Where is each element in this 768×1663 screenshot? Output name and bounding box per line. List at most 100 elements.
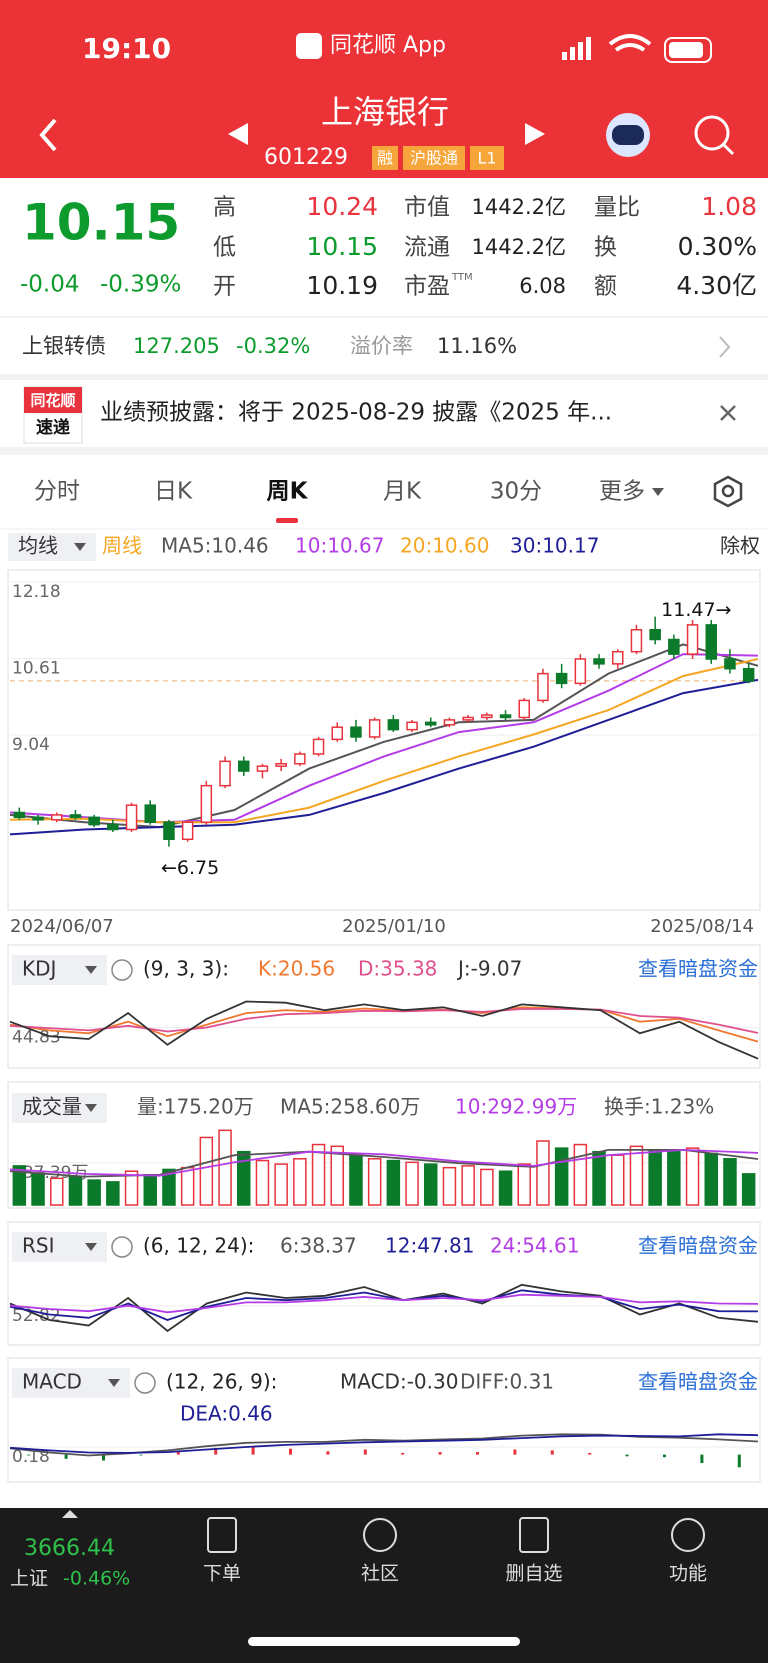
indicator-value: 换手:1.23% [604,1095,714,1119]
field-label: 市盈 [404,274,450,300]
candle-body [13,811,26,819]
indicator-value: DEA:0.46 [180,1402,273,1426]
back[interactable] [39,118,57,152]
indicator-value: 量:175.20万 [137,1095,254,1119]
nav-icon [671,1518,705,1552]
volume-bar [367,1158,382,1206]
gap [0,374,768,380]
badge-text: L1 [477,149,496,168]
nav-label[interactable]: 功能 [669,1563,707,1585]
app-icon [296,33,322,59]
help[interactable] [134,1372,156,1394]
field-label: 量比 [594,195,640,221]
link[interactable]: 查看暗盘资金 [638,957,758,981]
candle-body [443,719,456,726]
settings-dot [721,484,735,498]
field-sup: TTM [451,272,473,283]
close[interactable] [720,405,736,421]
annotation: ←6.75 [161,857,219,879]
ma20: 20:10.60 [400,534,489,558]
tab[interactable]: 30分 [490,479,542,505]
volume-bar [648,1149,662,1206]
premium-label: 溢价率 [350,334,413,358]
news-text[interactable]: 业绩预披露：将于 2025-08-29 披露《2025 年... [100,400,612,426]
indicator-line [9,1148,759,1177]
index-value[interactable]: 3666.44 [24,1536,115,1561]
candle-body [163,821,175,841]
change-pct: -0.39% [100,272,181,298]
indicator-line [9,1000,759,1060]
chevron[interactable] [719,336,731,358]
indicator-line [9,658,759,824]
tab[interactable]: 分时 [34,479,80,505]
index-name: 上证 [10,1568,48,1590]
change: -0.04 [20,272,80,298]
tab[interactable]: 周K [267,479,309,505]
volume-bar [237,1150,251,1206]
indicator-value: J:-9.07 [456,957,522,981]
field-value: 10.24 [306,192,378,221]
help[interactable] [111,959,133,981]
prev-stock[interactable] [228,123,248,145]
candle-body [574,658,587,685]
volume-bar [199,1136,214,1206]
badge [403,146,465,170]
tab[interactable]: 更多 [599,479,645,505]
settings[interactable] [713,475,743,508]
bond-change: -0.32% [236,334,310,358]
news-logo-top [24,387,82,413]
panel-frame [7,944,761,1069]
help[interactable] [111,1236,133,1258]
tab[interactable]: 月K [383,479,422,505]
candle-body [649,629,661,641]
indicator-value: 10:292.99万 [455,1095,577,1119]
field-label: 开 [213,274,236,300]
tabs: 分时 日K 周K 月K 30分 更多 [34,479,664,505]
params: (6, 12, 24): [143,1234,254,1258]
nav-icon [363,1518,397,1552]
next-stock[interactable] [525,123,545,145]
indicator-select[interactable] [12,1368,130,1398]
ma30: 30:10.17 [510,534,599,558]
volume-bar [12,1165,27,1206]
nav-icon [207,1517,237,1553]
candle-body [425,721,437,726]
volume-bar [554,1147,569,1206]
link[interactable]: 查看暗盘资金 [638,1370,758,1394]
volume-bar [31,1172,45,1206]
adjust[interactable]: 除权 [720,534,760,558]
link[interactable]: 查看暗盘资金 [638,1234,758,1258]
indicator-name: 成交量 [22,1095,82,1119]
volume-bar [685,1147,700,1206]
indicator-value: 12:47.81 [385,1234,474,1258]
volume-bar [667,1150,681,1206]
volume-bar [611,1154,625,1206]
y-tick-label: 9.04 [12,735,50,755]
caret [85,1104,97,1112]
field-value: 10.15 [306,232,378,261]
field-label: 额 [594,274,617,300]
caret [85,966,97,974]
robot-face [612,125,644,145]
volume-bar [124,1170,139,1206]
candle-body [406,721,418,731]
candle-body [499,714,512,719]
candle-body [612,650,624,665]
candle-body [555,672,568,685]
candle-body [32,816,44,821]
stock-name: 上海银行 [321,93,449,131]
y-tick-label: 12.18 [12,582,61,602]
volume-bar [143,1174,157,1206]
search[interactable] [694,115,730,151]
nav-label[interactable]: 社区 [361,1563,399,1585]
field-label: 低 [213,235,236,261]
annotation: 11.47→ [661,599,731,621]
candle-body [668,638,680,655]
volume-bar [330,1145,344,1206]
search-handle [722,143,735,156]
tab[interactable]: 日K [154,479,193,505]
nav-label[interactable]: 删自选 [505,1563,562,1585]
nav-up [62,1510,78,1518]
signal [562,37,591,60]
nav-label[interactable]: 下单 [203,1563,241,1585]
